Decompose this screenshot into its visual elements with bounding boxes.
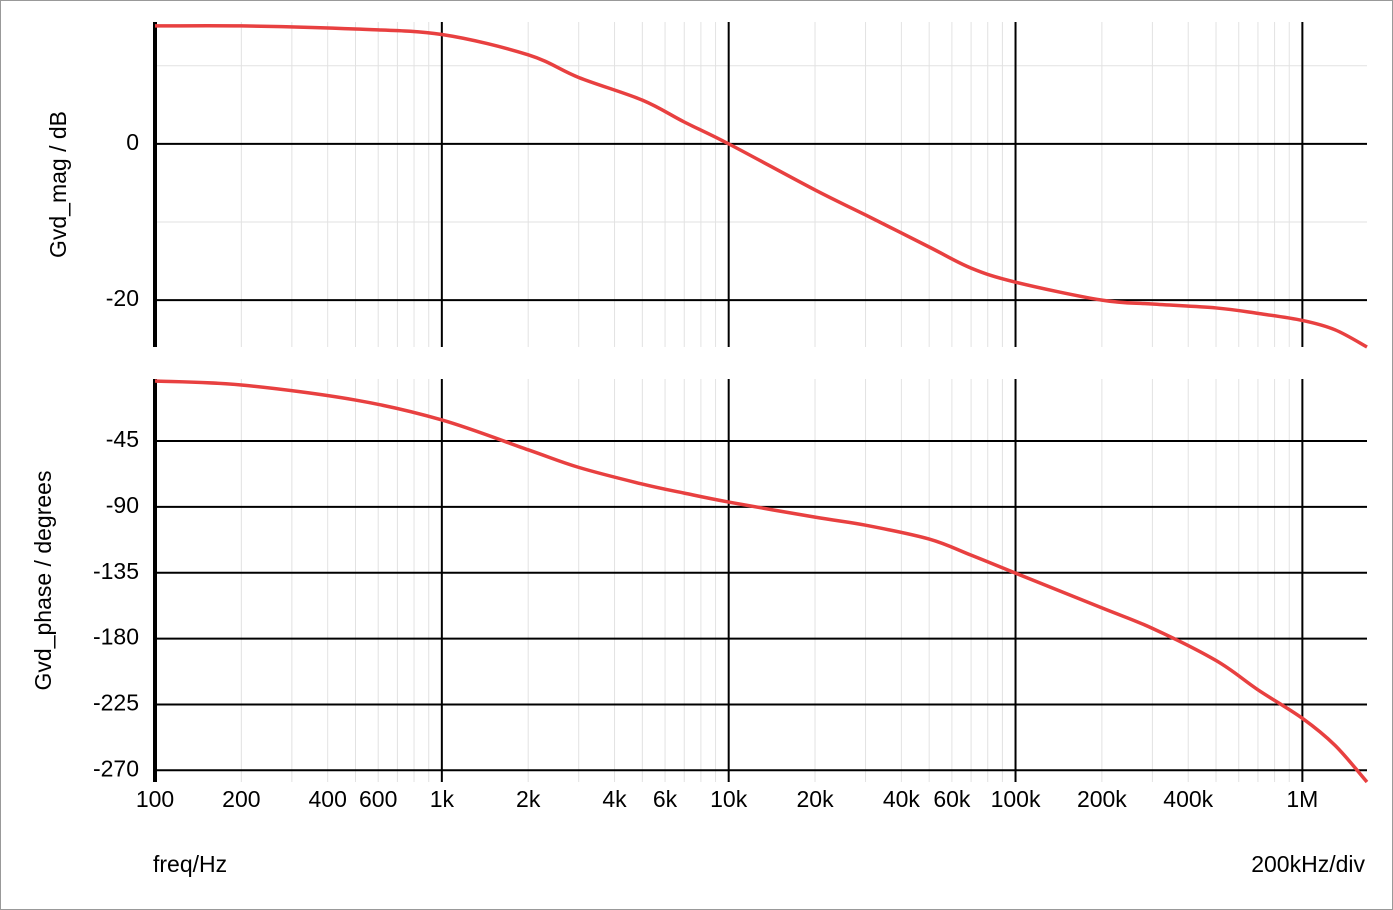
x-tick-label: 600: [359, 786, 397, 812]
y-tick-label: -225: [93, 690, 139, 716]
annotation: 200kHz/div: [1251, 851, 1365, 877]
x-tick-label: 100: [136, 786, 174, 812]
x-tick-label: 20k: [796, 786, 834, 812]
y-tick-label: -135: [93, 558, 139, 584]
y-tick-label: -270: [93, 755, 139, 781]
y-axis-label: Gvd_phase / degrees: [30, 471, 56, 691]
y-tick-label: -90: [106, 492, 139, 518]
y-tick-label: 0: [126, 129, 139, 155]
x-axis-label: freq/Hz: [153, 851, 227, 877]
x-tick-label: 400k: [1163, 786, 1213, 812]
x-tick-label: 40k: [883, 786, 921, 812]
series-line: [154, 23, 1368, 349]
y-tick-label: -20: [106, 285, 139, 311]
series-line: [154, 379, 1369, 784]
x-tick-label: 1M: [1286, 786, 1318, 812]
x-tick-label: 6k: [653, 786, 678, 812]
y-tick-label: -180: [93, 624, 139, 650]
x-tick-label: 4k: [602, 786, 627, 812]
x-tick-label: 200k: [1077, 786, 1127, 812]
x-tick-label: 200: [222, 786, 260, 812]
x-tick-label: 1k: [430, 786, 455, 812]
x-tick-label: 60k: [933, 786, 971, 812]
x-tick-label: 100k: [991, 786, 1041, 812]
x-tick-label: 2k: [516, 786, 541, 812]
x-tick-label: 10k: [710, 786, 748, 812]
y-axis-label: Gvd_mag / dB: [45, 111, 71, 258]
y-tick-label: -45: [106, 426, 139, 452]
x-tick-label: 400: [309, 786, 347, 812]
